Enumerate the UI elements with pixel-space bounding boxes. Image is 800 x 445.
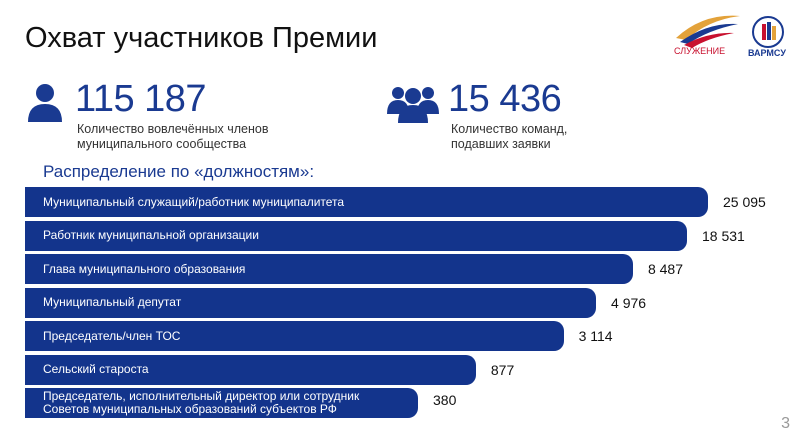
bar [25,220,687,251]
stat-label: Количество команд, подавших заявки [451,122,568,151]
bar-label: Работник муниципальной организации [43,228,259,242]
bar [25,187,708,217]
chart-title: Распределение по «должностям»: [43,162,315,181]
stat-value: 15 436 [448,78,562,120]
person-icon [28,84,62,122]
bar-label: Сельский староста [43,362,149,376]
bar-label: Председатель/член ТОС [43,328,181,343]
bar-label: Муниципальный служащий/работник муниципа… [43,194,345,209]
value-label: 3 114 [578,328,613,344]
bar-label: Глава муниципального образования [43,261,246,276]
logos [676,15,784,48]
stat-label: Количество вовлечённых членов муниципаль… [77,122,269,151]
stat-value: 115 187 [75,78,207,120]
logo-text: СЛУЖЕНИЕ [674,46,726,56]
page-number: 3 [781,415,790,432]
bar [25,321,564,351]
value-label: 8 487 [647,261,684,277]
bar-label: Председатель, исполнительный директор ил… [43,389,360,416]
slide-title: Охват участников Премии [25,22,378,54]
bar [25,287,597,318]
bar-label: Муниципальный депутат [43,295,182,309]
group-icon [387,87,439,123]
value-label: 380 [433,392,457,408]
value-label: 4 976 [611,294,647,311]
bar [25,388,418,418]
bar [25,354,476,385]
logo-text: ВАРМСУ [748,48,786,58]
value-label: 877 [490,361,515,378]
bar [25,254,633,284]
value-label: 25 095 [723,194,766,210]
value-label: 18 531 [702,227,745,244]
